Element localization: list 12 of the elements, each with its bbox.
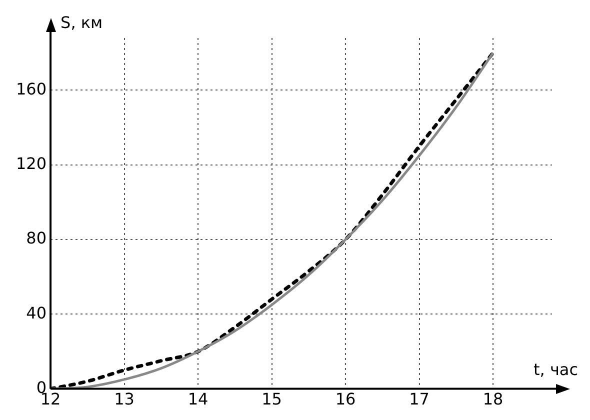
y-axis-title: S, км: [60, 13, 103, 32]
y-tick-label: 80: [26, 228, 47, 248]
x-tick-label: 17: [409, 390, 430, 409]
y-tick-label: 120: [16, 154, 47, 174]
x-axis-title: t, час: [534, 360, 578, 379]
y-tick-label: 40: [26, 303, 47, 322]
y-tick-label: 160: [16, 79, 47, 98]
x-tick-label: 14: [188, 390, 208, 409]
x-tick-label: 13: [114, 390, 134, 409]
x-tick-label: 15: [262, 390, 282, 409]
x-tick-label: 18: [482, 390, 504, 409]
x-tick-label: 16: [335, 390, 356, 409]
